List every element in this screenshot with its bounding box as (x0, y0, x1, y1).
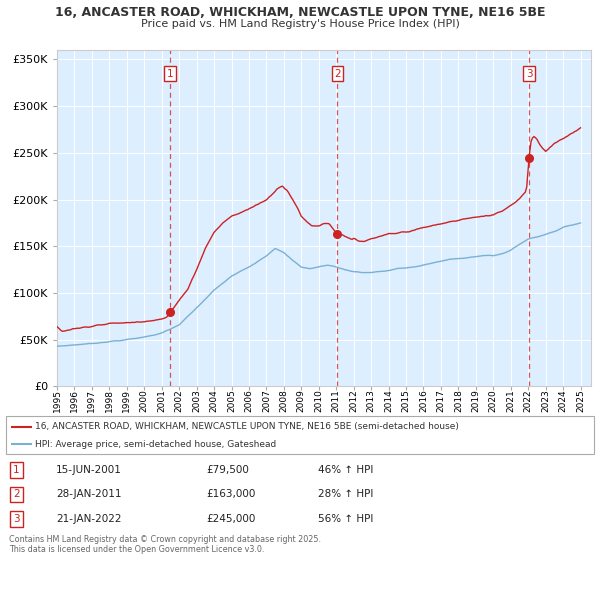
Text: Price paid vs. HM Land Registry's House Price Index (HPI): Price paid vs. HM Land Registry's House … (140, 19, 460, 29)
Text: 2003: 2003 (192, 389, 201, 412)
Text: 2013: 2013 (367, 389, 376, 412)
Text: 56% ↑ HPI: 56% ↑ HPI (317, 513, 373, 523)
Text: 2015: 2015 (401, 389, 410, 412)
Text: 16, ANCASTER ROAD, WHICKHAM, NEWCASTLE UPON TYNE, NE16 5BE: 16, ANCASTER ROAD, WHICKHAM, NEWCASTLE U… (55, 6, 545, 19)
Text: 2017: 2017 (436, 389, 445, 412)
Text: HPI: Average price, semi-detached house, Gateshead: HPI: Average price, semi-detached house,… (35, 440, 277, 449)
Text: £245,000: £245,000 (206, 513, 255, 523)
Text: 1: 1 (13, 466, 20, 476)
Text: 1998: 1998 (105, 389, 114, 412)
Text: 2021: 2021 (506, 389, 515, 412)
Text: 2010: 2010 (314, 389, 323, 412)
Text: 2024: 2024 (559, 389, 568, 412)
Text: 2020: 2020 (489, 389, 498, 412)
Text: 3: 3 (13, 513, 20, 523)
Text: 2: 2 (13, 490, 20, 499)
Text: 3: 3 (526, 68, 532, 78)
Text: 2008: 2008 (280, 389, 289, 412)
Text: 2018: 2018 (454, 389, 463, 412)
Text: 2: 2 (334, 68, 341, 78)
Text: 2001: 2001 (157, 389, 166, 412)
Text: 1: 1 (166, 68, 173, 78)
Text: 2012: 2012 (349, 389, 358, 412)
Text: 2007: 2007 (262, 389, 271, 412)
Text: 1999: 1999 (122, 389, 131, 412)
Text: 2022: 2022 (524, 389, 533, 412)
Text: 21-JAN-2022: 21-JAN-2022 (56, 513, 121, 523)
Text: 1996: 1996 (70, 389, 79, 412)
Text: 2009: 2009 (297, 389, 306, 412)
Text: Contains HM Land Registry data © Crown copyright and database right 2025.: Contains HM Land Registry data © Crown c… (9, 535, 321, 544)
Text: 2016: 2016 (419, 389, 428, 412)
Text: 2005: 2005 (227, 389, 236, 412)
Text: 2014: 2014 (384, 389, 393, 412)
Text: £79,500: £79,500 (206, 466, 249, 476)
Text: 2025: 2025 (576, 389, 585, 412)
Text: 16, ANCASTER ROAD, WHICKHAM, NEWCASTLE UPON TYNE, NE16 5BE (semi-detached house): 16, ANCASTER ROAD, WHICKHAM, NEWCASTLE U… (35, 422, 459, 431)
Text: This data is licensed under the Open Government Licence v3.0.: This data is licensed under the Open Gov… (9, 545, 265, 553)
Text: 2004: 2004 (209, 389, 218, 412)
Text: 2000: 2000 (140, 389, 149, 412)
Text: 2006: 2006 (244, 389, 253, 412)
Text: 1997: 1997 (88, 389, 97, 412)
Text: 15-JUN-2001: 15-JUN-2001 (56, 466, 122, 476)
Text: 46% ↑ HPI: 46% ↑ HPI (317, 466, 373, 476)
Text: 1995: 1995 (53, 389, 62, 412)
Text: 2023: 2023 (541, 389, 550, 412)
Text: 2011: 2011 (332, 389, 341, 412)
Text: £163,000: £163,000 (206, 490, 255, 499)
Text: 2019: 2019 (472, 389, 481, 412)
Text: 28% ↑ HPI: 28% ↑ HPI (317, 490, 373, 499)
Text: 2002: 2002 (175, 389, 184, 412)
Text: 28-JAN-2011: 28-JAN-2011 (56, 490, 121, 499)
